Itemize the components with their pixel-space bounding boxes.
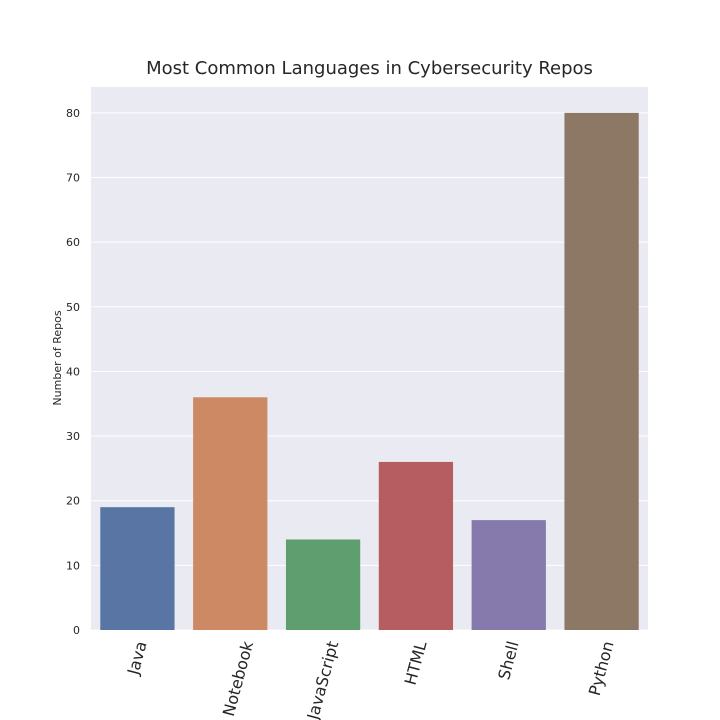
chart-title: Most Common Languages in Cybersecurity R… [146,58,593,79]
y-tick-label: 20 [66,495,80,508]
y-tick-label: 30 [66,430,80,443]
bar [285,539,361,630]
bar [193,397,268,630]
y-tick-label: 70 [66,172,80,185]
y-axis-label: Number of Repos [51,310,64,405]
bar [564,112,639,631]
x-tick-label: Jupyter Notebook [202,638,257,720]
y-tick-label: 50 [66,301,80,314]
y-tick-label: 0 [73,624,80,637]
x-tick-label: JavaScript [303,639,342,720]
bar [100,507,175,630]
y-tick-label: 60 [66,236,80,249]
bar [378,461,454,630]
y-tick-label: 10 [66,559,80,572]
bar [471,520,546,630]
x-tick-label: Java [123,639,150,678]
grid [91,112,648,631]
y-tick-label: 40 [66,365,80,378]
x-tick-label: HTML [401,639,431,687]
x-tick-label: Shell [494,639,522,682]
bars [100,112,639,631]
y-tick-label: 80 [66,107,80,120]
x-tick-label: Python [585,639,618,697]
